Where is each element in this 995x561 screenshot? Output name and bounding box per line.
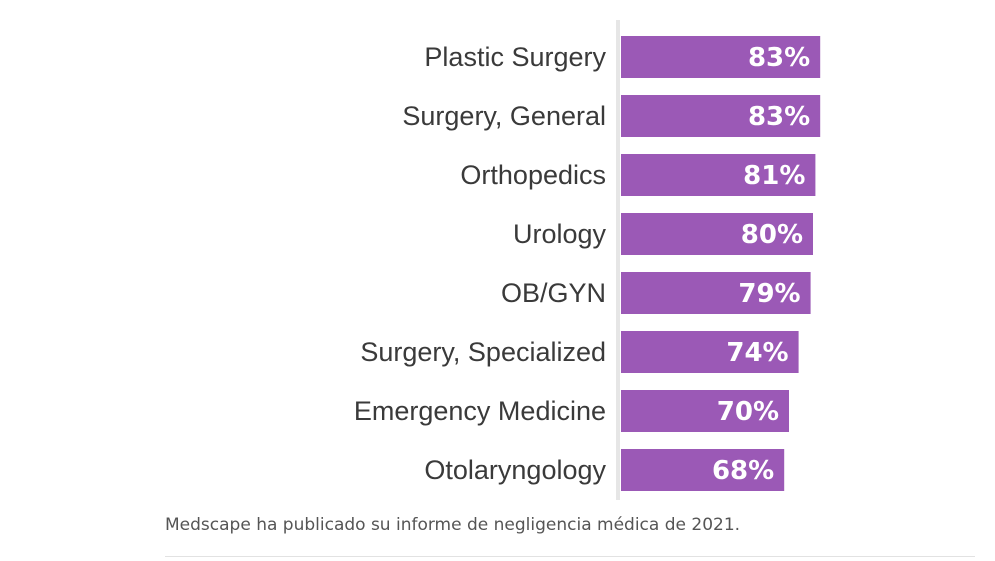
category-label: Surgery, Specialized [360, 337, 606, 367]
bar-row: Emergency Medicine 70% [354, 390, 789, 432]
value-label: 68% [712, 456, 774, 486]
image-caption: Medscape ha publicado su informe de negl… [165, 515, 741, 535]
bar [621, 331, 799, 373]
bar-chart: Plastic Surgery 83% Surgery, General 83% Ort… [354, 20, 821, 500]
bar [621, 272, 811, 314]
bar [621, 390, 789, 432]
category-label: Emergency Medicine [354, 396, 606, 426]
bar-row: Plastic Surgery 83% [424, 36, 821, 78]
category-label: Orthopedics [460, 160, 606, 190]
bar-row: Otolaryngology 68% [424, 449, 785, 491]
value-label: 83% [748, 43, 810, 73]
caption-divider [165, 556, 975, 557]
bar-row: OB/GYN 79% [501, 272, 811, 314]
bar-row: Surgery, General 83% [402, 95, 821, 137]
bar-row: Urology 80% [513, 213, 813, 255]
bar [621, 449, 785, 491]
category-label: OB/GYN [501, 278, 606, 308]
value-label: 79% [738, 279, 800, 309]
category-label: Surgery, General [402, 101, 606, 131]
bar [621, 95, 821, 137]
bar [621, 154, 816, 196]
value-label: 81% [743, 161, 805, 191]
value-label: 74% [726, 338, 788, 368]
value-label: 83% [748, 102, 810, 132]
category-label: Urology [513, 219, 607, 249]
bar-row: Orthopedics 81% [460, 154, 816, 196]
chart-figure: Plastic Surgery 83% Surgery, General 83% Ort… [165, 0, 975, 505]
bar [621, 213, 813, 255]
bar [621, 36, 821, 78]
value-label: 80% [741, 220, 803, 250]
category-label: Plastic Surgery [424, 42, 606, 72]
value-label: 70% [717, 397, 779, 427]
bar-row: Surgery, Specialized 74% [360, 331, 799, 373]
bars-layer: Plastic Surgery 83% Surgery, General 83% Ort… [354, 36, 821, 491]
category-label: Otolaryngology [424, 455, 606, 485]
